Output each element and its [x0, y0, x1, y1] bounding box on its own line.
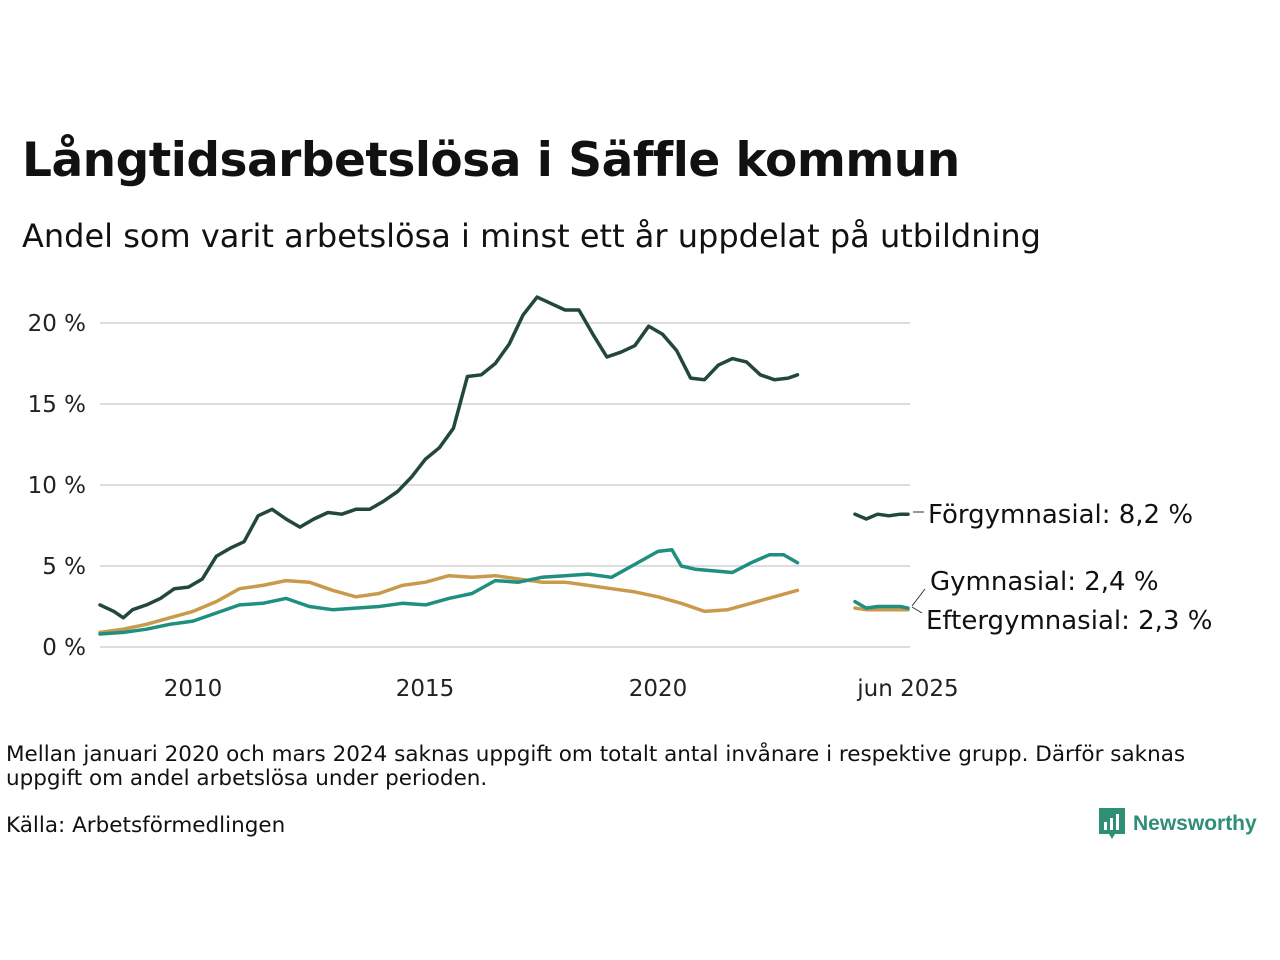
label-leader-eftergymnasial — [911, 606, 923, 614]
chart-subtitle: Andel som varit arbetslösa i minst ett å… — [22, 217, 1041, 255]
series-line-frgymnasial — [98, 295, 800, 620]
label-leader-gymnasial — [911, 588, 926, 607]
x-tick-label: 2020 — [629, 676, 688, 702]
series-end-line-frgymnasial — [853, 512, 910, 521]
chart-title: Långtidsarbetslösa i Säffle kommun — [22, 133, 960, 188]
y-tick-label: 10 % — [28, 473, 86, 499]
x-tick-label-end: jun 2025 — [856, 676, 958, 702]
y-tick-label: 15 % — [28, 392, 86, 418]
brand-name: Newsworthy — [1133, 812, 1257, 835]
footnote: Mellan januari 2020 och mars 2024 saknas… — [6, 742, 1186, 791]
y-tick-label: 0 % — [42, 635, 86, 661]
x-axis: 2010 2015 2020 jun 2025 — [164, 676, 959, 702]
newsworthy-logo-icon — [1099, 808, 1125, 839]
series-line-eftergymnasial — [98, 573, 800, 635]
label-eftergymnasial: Eftergymnasial: 2,3 % — [926, 606, 1212, 636]
x-tick-label: 2010 — [164, 676, 223, 702]
series-end-line-eftergymnasial — [853, 606, 910, 612]
label-gymnasial: Gymnasial: 2,4 % — [930, 567, 1159, 597]
direct-labels: Förgymnasial: 8,2 % Gymnasial: 2,4 % Eft… — [911, 500, 1212, 636]
series-lines — [98, 295, 910, 636]
brand-logo: Newsworthy — [1099, 808, 1257, 840]
line-chart: 0 % 5 % 10 % 15 % 20 % 2010 2015 2020 ju… — [28, 295, 1212, 702]
label-forgymnasial: Förgymnasial: 8,2 % — [928, 500, 1193, 530]
y-tick-label: 5 % — [42, 554, 86, 580]
x-tick-label: 2015 — [396, 676, 455, 702]
source-text: Källa: Arbetsförmedlingen — [6, 813, 286, 838]
y-tick-label: 20 % — [28, 311, 86, 337]
y-axis: 0 % 5 % 10 % 15 % 20 % — [28, 311, 86, 661]
series-end-line-gymnasial — [853, 599, 910, 610]
series-line-gymnasial — [98, 548, 800, 636]
gridlines — [100, 322, 910, 648]
